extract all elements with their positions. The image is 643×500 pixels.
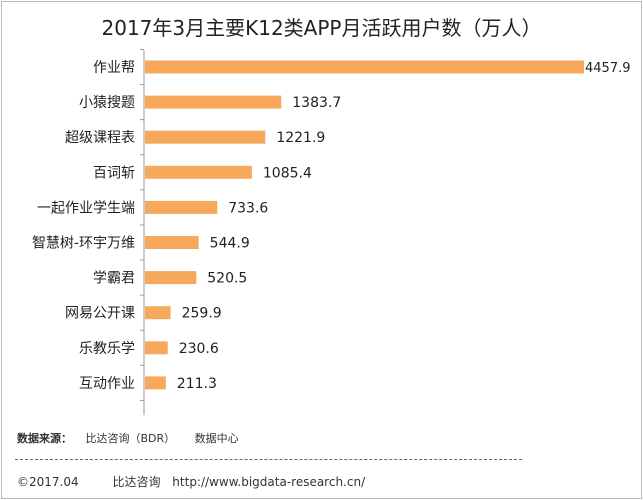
company-name: 比达咨询 xyxy=(112,475,161,489)
category-label: 一起作业学生端 xyxy=(37,200,135,216)
source-org: 比达咨询（BDR） xyxy=(85,432,176,445)
bar xyxy=(145,306,171,320)
category-label: 学霸君 xyxy=(93,271,135,287)
category-label: 智慧树-环宇万维 xyxy=(32,236,135,252)
value-label: 544.9 xyxy=(210,236,250,252)
value-label: 1221.9 xyxy=(276,130,325,146)
website-link[interactable]: http://www.bigdata-research.cn/ xyxy=(172,475,366,489)
value-label: 4457.9 xyxy=(585,61,631,76)
category-label: 百词斩 xyxy=(93,165,135,181)
value-label: 1085.4 xyxy=(263,165,312,181)
bar-chart: 作业帮 4457.9 小猿搜题 1383.7 超级课程表 1221.9 百词斩 1085.4 一… xyxy=(32,48,631,415)
bar xyxy=(145,130,266,144)
bar xyxy=(145,271,197,285)
bar xyxy=(145,200,218,214)
category-label: 小猿搜题 xyxy=(79,95,135,111)
value-label: 733.6 xyxy=(228,200,268,216)
value-label: 230.6 xyxy=(179,341,219,357)
category-label: 互动作业 xyxy=(79,376,135,392)
bar xyxy=(145,60,584,74)
category-label: 网易公开课 xyxy=(65,306,135,322)
value-label: 211.3 xyxy=(177,376,217,392)
category-label: 作业帮 xyxy=(93,60,135,76)
value-label: 1383.7 xyxy=(292,95,341,111)
source-label: 数据来源： xyxy=(17,432,72,445)
footer-divider xyxy=(15,459,522,460)
bar xyxy=(145,236,199,249)
value-label: 259.9 xyxy=(182,306,222,322)
chart-title: 2017年3月主要K12类APP月活跃用户数（万人） xyxy=(101,16,542,40)
bar xyxy=(145,95,282,109)
category-label: 超级课程表 xyxy=(65,130,135,146)
source-center: 数据中心 xyxy=(194,432,239,445)
category-label: 乐教乐学 xyxy=(79,341,135,357)
footer: ©2017.04 比达咨询 http://www.bigdata-researc… xyxy=(17,473,365,490)
copyright-text: ©2017.04 xyxy=(17,475,79,489)
bar xyxy=(145,165,252,179)
bar xyxy=(145,341,168,355)
bar xyxy=(145,376,166,390)
data-source: 数据来源： 比达咨询（BDR） 数据中心 xyxy=(17,430,239,446)
value-label: 520.5 xyxy=(207,271,247,287)
